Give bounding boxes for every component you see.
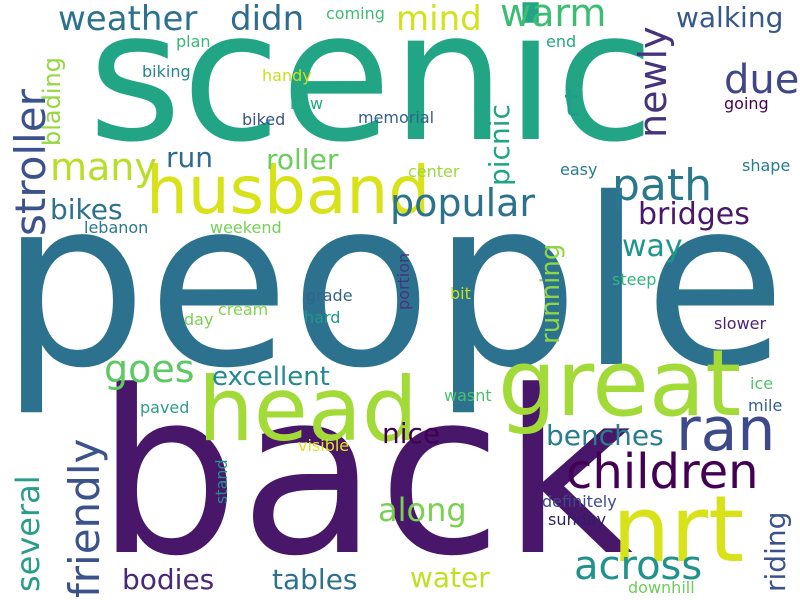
word-across: across [574,543,703,589]
word-back: back [96,343,634,600]
word-benches: benches [546,419,664,452]
word-riding: riding [759,511,792,592]
word-slower: slower [714,314,767,333]
word-shape: shape [742,156,791,175]
word-weekend: weekend [210,218,282,237]
word-wasnt: wasnt [444,386,492,405]
word-mile: mile [748,396,783,415]
word-visible: visible [298,436,350,455]
word-biking: biking [142,62,191,81]
word-paved: paved [140,398,190,417]
word-head: head [198,358,418,461]
word-way: way [622,229,683,264]
word-handy: handy [262,66,312,85]
word-nrt: nrt [612,476,745,583]
word-tables: tables [272,563,358,596]
word-weather: weather [58,0,198,39]
word-easy: easy [560,160,598,179]
word-excellent: excellent [212,362,330,392]
word-warm: warm [500,0,607,35]
word-water: water [410,561,490,594]
word-walking: walking [676,1,784,34]
word-run: run [166,141,214,174]
word-ran: ran [676,395,776,465]
word-t: t [564,81,579,125]
word-friendly: friendly [60,438,109,598]
word-along: along [378,491,467,529]
word-sunday: sunday [548,510,607,529]
word-children: children [566,444,759,500]
word-husband: husband [146,152,431,229]
word-due: due [724,57,800,103]
word-bikes: bikes [50,193,123,226]
word-popular: popular [390,181,536,225]
word-biked: biked [242,110,286,129]
word-end: end [546,32,577,51]
word-memorial: memorial [358,108,435,127]
word-people: people [0,149,787,419]
word-coming: coming [326,4,385,23]
word-several: several [9,475,47,592]
word-going: going [724,94,769,113]
word-cream: cream [218,300,269,319]
word-steep: steep [612,270,657,289]
word-plan: plan [176,32,211,51]
word-newly: newly [631,26,675,138]
word-roller: roller [266,143,339,176]
word-nice: nice [382,417,441,450]
word-mind: mind [396,0,482,39]
word-bridges: bridges [638,197,750,232]
word-scenic: scenic [88,0,655,182]
word-many: many [50,145,157,189]
word-portion: portion [394,252,413,310]
word-running: running [536,243,566,344]
word-path: path [612,160,713,211]
word-picnic: picnic [483,104,516,186]
word-center: center [408,162,460,181]
word-great: great [498,330,742,437]
word-day: day [184,310,214,329]
word-downhill: downhill [628,578,695,597]
word-stand: stand [212,459,231,504]
word-didn: didn [230,0,305,39]
word-definitely: definitely [542,492,617,511]
word-grade: grade [306,286,353,305]
word-ice: ice [750,374,774,393]
word-hard: hard [304,308,341,327]
word-new: new [290,94,324,113]
word-blading: blading [38,57,66,146]
word-goes: goes [104,347,195,391]
word-lebanon: lebanon [84,218,149,237]
word-bodies: bodies [122,563,215,596]
word-bit: bit [450,284,471,303]
